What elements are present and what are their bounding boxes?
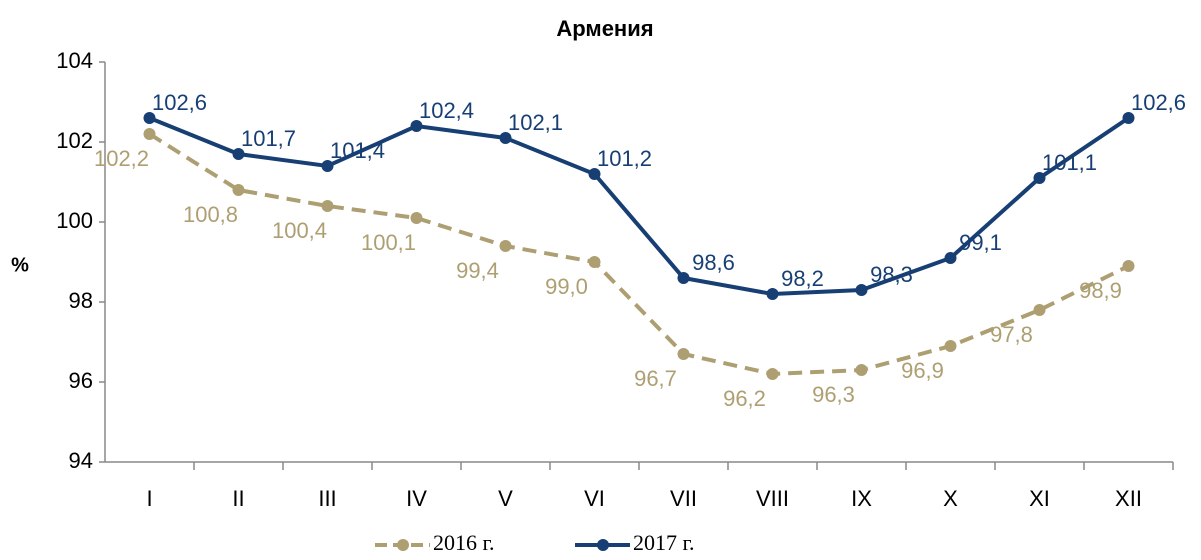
x-tick-label: II <box>232 486 244 511</box>
point <box>766 288 779 300</box>
point <box>232 184 245 196</box>
data-label: 101,2 <box>597 146 652 171</box>
data-label: 101,4 <box>330 138 385 163</box>
data-label: 101,7 <box>241 126 296 151</box>
y-axis-label: % <box>11 254 29 276</box>
data-label: 98,3 <box>870 262 913 287</box>
data-label: 96,9 <box>901 358 944 383</box>
x-tick-label: XI <box>1029 486 1050 511</box>
legend-marker <box>397 539 409 551</box>
x-tick-label: V <box>498 486 513 511</box>
data-label: 99,4 <box>456 258 499 283</box>
legend-marker <box>597 539 609 551</box>
point <box>1033 172 1046 184</box>
data-label: 102,2 <box>94 146 149 171</box>
point <box>766 368 779 380</box>
data-label: 100,4 <box>272 218 327 243</box>
data-label: 96,2 <box>723 386 766 411</box>
data-label: 98,6 <box>692 250 735 275</box>
data-label: 97,8 <box>990 322 1033 347</box>
legend-label: 2017 г. <box>633 530 695 555</box>
point <box>499 240 512 252</box>
point <box>855 364 868 376</box>
x-tick-label: IV <box>406 486 427 511</box>
data-label: 96,3 <box>812 382 855 407</box>
data-label: 98,9 <box>1079 278 1122 303</box>
point <box>143 128 156 140</box>
y-tick-label: 100 <box>56 208 93 233</box>
y-tick-label: 98 <box>69 288 93 313</box>
y-tick-label: 102 <box>56 128 93 153</box>
data-label: 100,1 <box>361 230 416 255</box>
series-line <box>148 116 1130 297</box>
data-label: 98,2 <box>781 266 824 291</box>
point <box>321 200 334 212</box>
point <box>321 160 334 172</box>
data-label: 96,7 <box>634 366 677 391</box>
x-tick-label: III <box>318 486 336 511</box>
data-label: 99,1 <box>959 230 1002 255</box>
data-label: 102,4 <box>419 98 474 123</box>
point <box>855 284 868 296</box>
series-line <box>148 132 1130 377</box>
point <box>410 212 423 224</box>
point <box>588 168 601 180</box>
legend-label: 2016 г. <box>433 530 495 555</box>
data-label: 102,6 <box>1131 90 1186 115</box>
x-tick-label: VIII <box>756 486 789 511</box>
x-tick-label: VI <box>584 486 605 511</box>
x-tick-label: IX <box>851 486 872 511</box>
data-label: 101,1 <box>1042 150 1097 175</box>
data-label: 99,0 <box>545 274 588 299</box>
data-label: 102,6 <box>152 90 207 115</box>
point <box>1122 260 1135 272</box>
point <box>944 252 957 264</box>
y-tick-label: 96 <box>69 368 93 393</box>
point <box>677 272 690 284</box>
x-tick-label: XII <box>1115 486 1142 511</box>
x-tick-label: I <box>146 486 152 511</box>
y-tick-label: 104 <box>56 48 93 73</box>
point <box>232 148 245 160</box>
point <box>1122 112 1135 124</box>
point <box>944 340 957 352</box>
data-label: 100,8 <box>183 202 238 227</box>
point <box>499 132 512 144</box>
point <box>410 120 423 132</box>
point <box>677 348 690 360</box>
x-tick-label: VII <box>670 486 697 511</box>
point <box>1033 304 1046 316</box>
point <box>588 256 601 268</box>
x-tick-label: X <box>943 486 958 511</box>
y-tick-label: 94 <box>69 448 93 473</box>
chart-title: Армения <box>556 16 653 41</box>
point <box>143 112 156 124</box>
data-label: 102,1 <box>508 110 563 135</box>
